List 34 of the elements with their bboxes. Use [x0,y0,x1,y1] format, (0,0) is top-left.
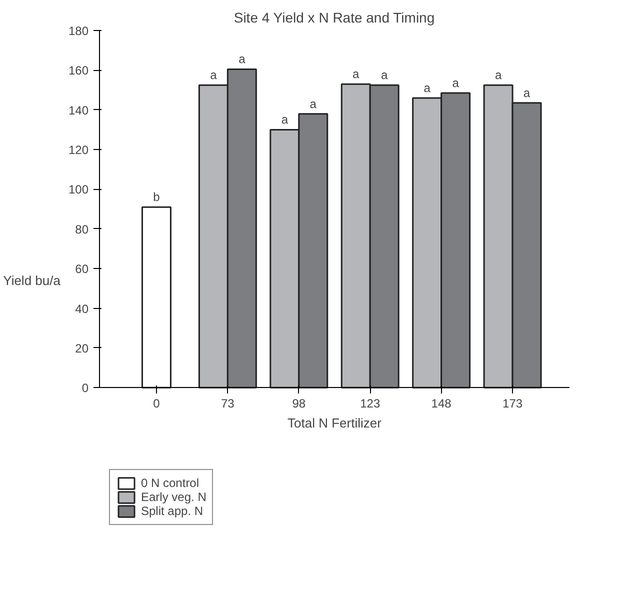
y-tick-label: 40 [75,302,89,316]
x-tick-label: 98 [292,396,306,411]
y-tick-label: 180 [68,24,89,38]
data-label: a [494,68,502,82]
x-tick-label: 0 [153,396,160,411]
data-label: a [310,96,317,111]
data-label: b [153,190,160,204]
y-tick-label: 80 [75,222,89,236]
x-axis-title: Total N Fertilizer [288,416,382,430]
legend-label: 0 N control [141,476,200,490]
data-label: a [238,52,246,66]
bar [141,206,172,388]
x-tick-label: 148 [431,396,452,411]
x-tick-label: 123 [360,396,380,411]
chart-title: Site 4 Yield x N Rate and Timing [234,10,435,26]
y-tick-label: 140 [68,103,89,118]
data-label: a [452,76,460,90]
data-label: a [381,68,388,82]
y-tick-label: 100 [68,182,89,197]
y-tick-label: 60 [75,262,89,276]
legend-label: Split app. N [141,504,204,518]
y-tick-label: 160 [68,64,89,78]
data-label: a [523,86,530,100]
y-tick-label: 20 [75,341,89,356]
x-tick-label: 73 [221,396,235,411]
data-label: a [352,67,360,82]
y-axis-title: Yield bu/a [3,273,62,288]
y-tick-label: 0 [82,381,89,396]
x-tick-label: 173 [502,396,523,411]
legend-label: Early veg. N [141,490,206,504]
data-label: a [424,80,431,95]
y-tick-label: 120 [68,143,89,158]
data-label: a [281,112,288,127]
data-label: a [210,68,218,82]
